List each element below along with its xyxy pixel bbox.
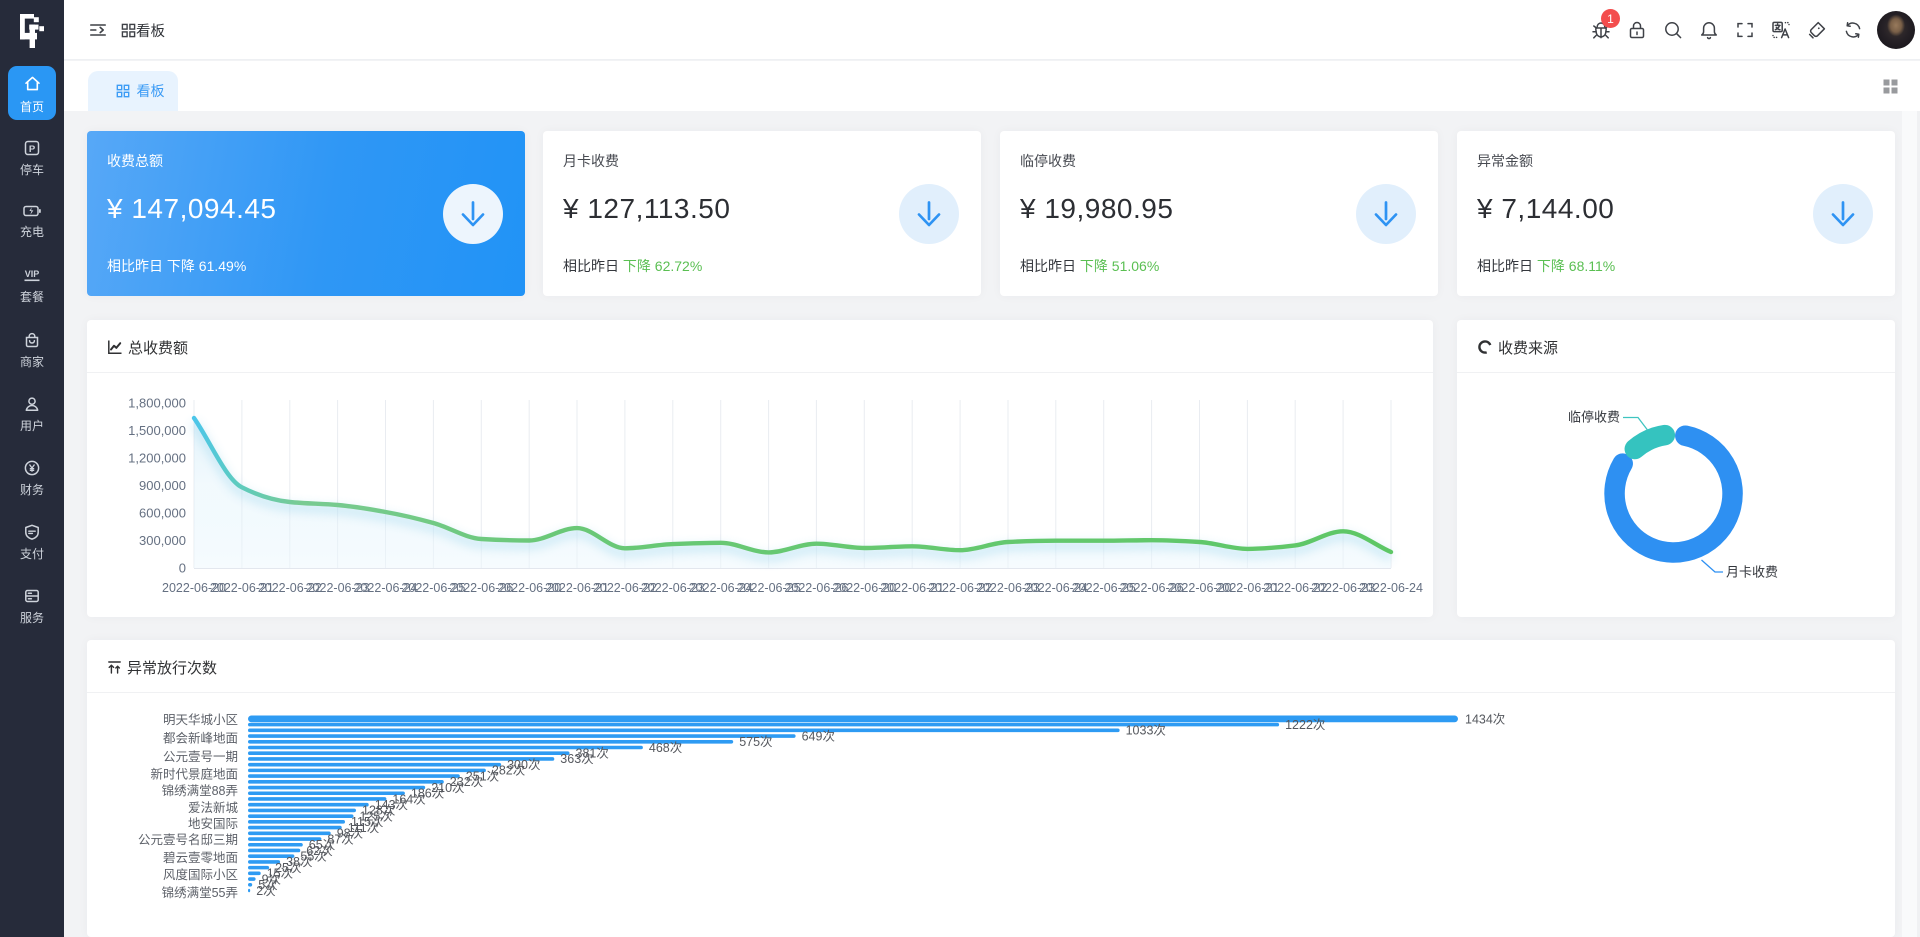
svg-text:2022-06-23: 2022-06-23 (641, 581, 705, 595)
svg-text:2022-06-25: 2022-06-25 (1072, 581, 1136, 595)
svg-text:282次: 282次 (492, 764, 525, 778)
svg-text:2022-06-25: 2022-06-25 (401, 581, 465, 595)
svg-text:98次: 98次 (337, 827, 363, 841)
svg-text:2022-06-21: 2022-06-21 (210, 581, 274, 595)
svg-text:25次: 25次 (275, 861, 301, 875)
svg-text:111次: 111次 (348, 821, 380, 835)
svg-text:5次: 5次 (258, 878, 277, 892)
svg-text:62次: 62次 (306, 844, 332, 858)
svg-text:地安国际: 地安国际 (188, 816, 238, 831)
svg-text:2022-06-26: 2022-06-26 (449, 581, 513, 595)
svg-text:锦绣满堂88弄: 锦绣满堂88弄 (162, 783, 238, 798)
svg-text:P: P (29, 144, 36, 155)
svg-text:125次: 125次 (360, 809, 393, 823)
svg-text:1222次: 1222次 (1285, 718, 1325, 732)
svg-text:2022-06-22: 2022-06-22 (593, 581, 657, 595)
svg-text:15次: 15次 (267, 867, 293, 881)
svg-text:468次: 468次 (649, 741, 682, 755)
svg-text:2022-06-22: 2022-06-22 (1263, 581, 1327, 595)
svg-text:都会新峰地面: 都会新峰地面 (163, 731, 238, 746)
svg-text:锦绣满堂55弄: 锦绣满堂55弄 (162, 885, 238, 900)
svg-text:38次: 38次 (286, 855, 312, 869)
svg-text:2022-06-21: 2022-06-21 (545, 581, 609, 595)
svg-text:明天华城小区: 明天华城小区 (163, 712, 238, 727)
svg-text:232次: 232次 (450, 775, 483, 789)
svg-text:1434次: 1434次 (1465, 712, 1505, 726)
svg-text:2次: 2次 (256, 884, 275, 898)
svg-text:2022-06-24: 2022-06-24 (354, 581, 418, 595)
svg-text:2022-06-26: 2022-06-26 (784, 581, 848, 595)
svg-text:1,500,000: 1,500,000 (128, 423, 186, 438)
svg-text:300,000: 300,000 (139, 533, 186, 548)
svg-text:2022-06-24: 2022-06-24 (1359, 581, 1423, 595)
svg-text:9次: 9次 (262, 872, 281, 886)
svg-text:1,200,000: 1,200,000 (128, 451, 186, 466)
svg-text:2022-06-23: 2022-06-23 (976, 581, 1040, 595)
svg-text:2022-06-20: 2022-06-20 (497, 581, 561, 595)
svg-text:2022-06-25: 2022-06-25 (737, 581, 801, 595)
svg-text:900,000: 900,000 (139, 478, 186, 493)
svg-text:300次: 300次 (507, 758, 540, 772)
svg-text:月卡收费: 月卡收费 (1726, 565, 1778, 580)
svg-text:1033次: 1033次 (1126, 724, 1166, 738)
svg-text:2022-06-22: 2022-06-22 (928, 581, 992, 595)
svg-text:爱法新城: 爱法新城 (188, 800, 239, 815)
svg-text:65次: 65次 (309, 838, 335, 852)
svg-text:2022-06-24: 2022-06-24 (1024, 581, 1088, 595)
svg-text:VIP: VIP (25, 269, 40, 279)
svg-text:0: 0 (179, 561, 186, 576)
svg-text:临停收费: 临停收费 (1568, 410, 1620, 425)
svg-text:风度国际小区: 风度国际小区 (163, 867, 238, 882)
svg-text:128次: 128次 (362, 804, 395, 818)
svg-text:1,800,000: 1,800,000 (128, 396, 186, 411)
svg-text:87次: 87次 (327, 832, 353, 846)
svg-text:2022-06-22: 2022-06-22 (258, 581, 322, 595)
svg-text:新时代景庭地面: 新时代景庭地面 (150, 767, 238, 782)
svg-text:55次: 55次 (300, 850, 326, 864)
svg-text:649次: 649次 (802, 729, 835, 743)
svg-text:575次: 575次 (739, 735, 772, 749)
svg-text:186次: 186次 (411, 787, 444, 801)
svg-text:2022-06-20: 2022-06-20 (1168, 581, 1232, 595)
svg-text:210次: 210次 (431, 781, 464, 795)
svg-text:2022-06-23: 2022-06-23 (1311, 581, 1375, 595)
svg-text:600,000: 600,000 (139, 506, 186, 521)
svg-text:碧云壹零地面: 碧云壹零地面 (163, 851, 238, 865)
svg-text:143次: 143次 (375, 798, 408, 812)
svg-text:381次: 381次 (576, 747, 609, 761)
svg-text:2022-06-21: 2022-06-21 (1215, 581, 1279, 595)
svg-text:2022-06-23: 2022-06-23 (306, 581, 370, 595)
svg-text:363次: 363次 (560, 752, 593, 766)
svg-text:2022-06-26: 2022-06-26 (1120, 581, 1184, 595)
svg-text:公元壹号一期: 公元壹号一期 (163, 750, 238, 764)
svg-text:115次: 115次 (351, 815, 383, 829)
svg-text:2022-06-20: 2022-06-20 (832, 581, 896, 595)
svg-text:2022-06-21: 2022-06-21 (880, 581, 944, 595)
svg-text:251次: 251次 (466, 769, 499, 783)
svg-text:2022-06-24: 2022-06-24 (689, 581, 753, 595)
svg-text:公元壹号名邸三期: 公元壹号名邸三期 (138, 832, 238, 847)
svg-text:2022-06-20: 2022-06-20 (162, 581, 226, 595)
svg-text:164次: 164次 (392, 792, 425, 806)
